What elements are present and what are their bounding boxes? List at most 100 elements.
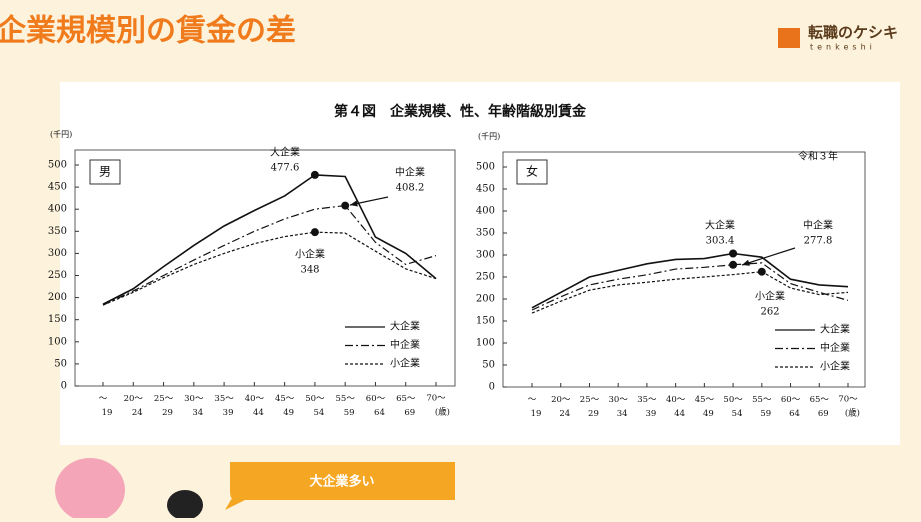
highlight-marker <box>310 170 319 179</box>
y-tick-label: 500 <box>48 160 67 171</box>
figure-panel <box>60 82 900 445</box>
y-tick-label: 300 <box>48 248 67 259</box>
x-tick-label: 55〜 59 <box>336 394 356 418</box>
y-tick-label: 50 <box>482 360 495 371</box>
x-tick-label: 40〜 44 <box>666 395 686 419</box>
x-tick-label: 50〜 54 <box>305 394 325 418</box>
y-tick-label: 400 <box>476 206 495 217</box>
arrow <box>741 247 796 266</box>
x-tick-label: 60〜 64 <box>781 395 801 419</box>
y-tick-label: 150 <box>476 316 495 327</box>
panel-label-box <box>89 159 121 185</box>
annotation-value: 303.4 <box>706 236 735 247</box>
logo-sub: tenkeshi <box>810 43 876 52</box>
x-tick-label: 25〜 29 <box>580 395 600 419</box>
highlight-marker <box>729 249 738 258</box>
speech-bubble <box>225 462 455 510</box>
legend-label: 小企業 <box>820 360 850 373</box>
x-unit: (歳) <box>435 407 450 418</box>
x-tick-label: 40〜 44 <box>245 394 265 418</box>
y-unit: (千円) <box>50 129 72 139</box>
series-line <box>531 271 849 314</box>
panel-label-box <box>516 159 548 185</box>
highlight-marker <box>341 201 350 210</box>
y-tick-label: 300 <box>476 250 495 261</box>
y-tick-label: 450 <box>476 184 495 195</box>
x-tick-label: 45〜 49 <box>695 395 715 419</box>
y-tick-label: 450 <box>48 182 67 193</box>
highlight-marker <box>310 228 319 237</box>
y-tick-label: 0 <box>489 382 495 393</box>
highlight-marker <box>729 260 738 269</box>
y-tick-label: 350 <box>48 226 67 237</box>
page-title: 企業規模別の賃金の差 <box>0 14 296 49</box>
x-tick-label: 20〜 24 <box>551 395 571 419</box>
x-tick-label: 30〜 34 <box>609 395 629 419</box>
logo: 転職のケシキ <box>808 24 898 42</box>
x-tick-label: 35〜 39 <box>214 394 234 418</box>
x-tick-label: 35〜 39 <box>637 395 657 419</box>
legend-label: 中企業 <box>390 338 420 351</box>
y-tick-label: 150 <box>48 314 67 325</box>
x-tick-label: 30〜 34 <box>184 394 204 418</box>
annotation-name: 中企業 <box>395 166 425 179</box>
note: 令和３年 <box>798 150 838 163</box>
y-tick-label: 250 <box>476 272 495 283</box>
annotation-name: 大企業 <box>270 146 300 159</box>
x-tick-label: 55〜 59 <box>752 395 772 419</box>
x-tick-label: 65〜 69 <box>810 395 830 419</box>
x-tick-label: 65〜 69 <box>396 394 416 418</box>
logo-icon <box>778 28 800 48</box>
series-line <box>102 231 437 306</box>
x-tick-label: 70〜 <box>838 395 858 405</box>
annotation-value: 348 <box>300 265 319 276</box>
plot-frame <box>502 151 866 388</box>
y-unit: (千円) <box>478 131 500 141</box>
y-tick-label: 100 <box>48 336 67 347</box>
annotation-name: 小企業 <box>755 290 785 303</box>
y-tick-label: 250 <box>48 270 67 281</box>
annotation-value: 477.6 <box>271 163 300 174</box>
mascot-dog <box>55 458 125 522</box>
y-tick-label: 200 <box>48 292 67 303</box>
x-tick-label: 〜 19 <box>528 395 542 419</box>
plot-frame <box>74 149 456 387</box>
annotation-value: 262 <box>760 307 779 318</box>
x-tick-label: 60〜 64 <box>366 394 386 418</box>
highlight-marker <box>757 267 766 276</box>
arrow-head <box>350 200 358 207</box>
x-tick-label: 25〜 29 <box>154 394 174 418</box>
y-tick-label: 200 <box>476 294 495 305</box>
annotation-name: 中企業 <box>803 219 833 232</box>
y-tick-label: 400 <box>48 204 67 215</box>
x-tick-label: 〜 19 <box>99 394 113 418</box>
y-tick-label: 350 <box>476 228 495 239</box>
x-tick-label: 20〜 24 <box>124 394 144 418</box>
series-line <box>102 174 437 305</box>
arrow-head <box>742 259 750 266</box>
y-tick-label: 500 <box>476 162 495 173</box>
legend-label: 大企業 <box>390 320 420 333</box>
y-tick-label: 50 <box>54 358 67 369</box>
y-tick-label: 100 <box>476 338 495 349</box>
y-tick-label: 0 <box>61 381 67 392</box>
bubble-text: 大企業多い <box>309 474 374 490</box>
legend-label: 小企業 <box>390 357 420 370</box>
x-tick-label: 45〜 49 <box>275 394 295 418</box>
annotation-value: 408.2 <box>396 183 425 194</box>
panel-label: 女 <box>526 164 538 179</box>
annotation-value: 277.8 <box>804 236 833 247</box>
legend-label: 中企業 <box>820 341 850 354</box>
x-unit: (歳) <box>845 408 860 419</box>
panel-label: 男 <box>99 165 111 179</box>
annotation-name: 小企業 <box>295 248 325 261</box>
series-line <box>531 252 849 309</box>
figure-title: 第４図 企業規模、性、年齢階級別賃金 <box>334 103 587 120</box>
x-tick-label: 70〜 <box>426 394 446 404</box>
mascot-cat <box>167 490 203 520</box>
series-line <box>531 262 849 311</box>
annotation-name: 大企業 <box>705 219 735 232</box>
x-tick-label: 50〜 54 <box>723 395 743 419</box>
